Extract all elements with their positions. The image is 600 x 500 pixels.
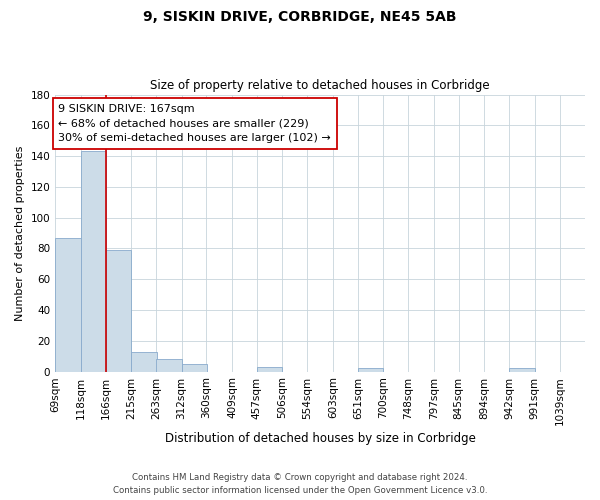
- Bar: [358, 368, 383, 372]
- Bar: [257, 367, 283, 372]
- Text: Contains HM Land Registry data © Crown copyright and database right 2024.
Contai: Contains HM Land Registry data © Crown c…: [113, 474, 487, 495]
- Bar: [80, 152, 106, 372]
- Text: 9 SISKIN DRIVE: 167sqm
← 68% of detached houses are smaller (229)
30% of semi-de: 9 SISKIN DRIVE: 167sqm ← 68% of detached…: [58, 104, 331, 144]
- Text: 9, SISKIN DRIVE, CORBRIDGE, NE45 5AB: 9, SISKIN DRIVE, CORBRIDGE, NE45 5AB: [143, 10, 457, 24]
- Bar: [55, 238, 80, 372]
- X-axis label: Distribution of detached houses by size in Corbridge: Distribution of detached houses by size …: [164, 432, 476, 445]
- Bar: [156, 360, 182, 372]
- Bar: [182, 364, 207, 372]
- Y-axis label: Number of detached properties: Number of detached properties: [15, 146, 25, 321]
- Title: Size of property relative to detached houses in Corbridge: Size of property relative to detached ho…: [150, 79, 490, 92]
- Bar: [106, 250, 131, 372]
- Bar: [131, 352, 157, 372]
- Bar: [509, 368, 535, 372]
